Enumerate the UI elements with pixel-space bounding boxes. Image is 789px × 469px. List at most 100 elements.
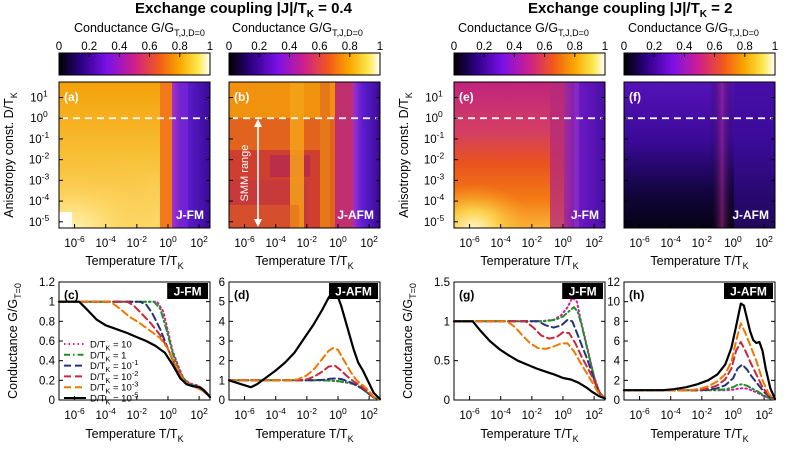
colorbar-gradient [453, 52, 606, 76]
series-line [228, 364, 381, 401]
series-line [623, 383, 776, 401]
y-tick-label: 10-5 [29, 213, 50, 229]
heatmap-a [59, 82, 210, 228]
x-tick-label: 10-2 [522, 406, 543, 422]
heatmap-overlay: (a) J-FM 101 100 10-1 10-2 10-3 10-4 10-5 10-6 10-… [2, 81, 211, 271]
heatmap-e [454, 82, 605, 228]
x-tick-label: 102 [360, 234, 378, 250]
x-axis-label: Temperature T/TK [85, 254, 183, 271]
x-tick-label: 10-4 [266, 234, 287, 250]
series-line [228, 346, 381, 401]
line-plot-c: 0 0.2 0.4 0.6 0.8 1 1.2 10-6 10-4 10-2 100 102 Tempe… [6, 277, 212, 444]
smm-range-annotation: SMM range [239, 119, 262, 227]
x-axis-label: Temperature T/TK [255, 254, 353, 271]
panel-label: (c) [64, 288, 79, 302]
x-tick-label: 10-6 [629, 406, 650, 422]
line-plot-h: 0 2 4 6 8 10 12 10-6 10-4 10-2 100 102 Temperature T… [607, 277, 777, 444]
y-tick-label: 0 [219, 395, 225, 407]
x-axis-label: Temperature T/TK [85, 427, 183, 444]
y-axis-label: Anisotropy const. D/TK [397, 92, 414, 218]
colorbar-tick-label: 0.6 [312, 41, 328, 53]
y-tick-label: 100 [425, 109, 443, 125]
y-tick-label: 2 [219, 356, 225, 368]
series-line [623, 341, 776, 401]
x-tick-label: 100 [159, 234, 177, 250]
panel-label: (e) [459, 90, 474, 104]
series-line [227, 289, 382, 401]
panel-tag: J-FM [174, 285, 202, 299]
y-tick-label: 12 [607, 277, 620, 289]
heatmap-frame [453, 81, 606, 229]
y-tick-label: 0 [614, 395, 620, 407]
panel-tag-box [562, 283, 603, 299]
panel-tag: J-FM [569, 285, 597, 299]
colorbar-tick-label: 0.4 [676, 41, 693, 53]
y-tick-label: 1.5 [434, 277, 450, 289]
y-tick-label: 1 [49, 297, 55, 309]
colorbar-b: Conductance G/GT,J,D=0 0 0.2 0.4 0.6 0.8 1 [226, 21, 383, 76]
colorbar-tick-label: 0 [226, 41, 232, 53]
series-line [453, 320, 606, 400]
x-axis-label: Temperature T/TK [650, 427, 748, 444]
x-tick-label: 100 [329, 234, 347, 250]
heatmap-b [229, 82, 380, 228]
heatmap-b-violet [353, 82, 380, 228]
x-tick-label: 10-4 [491, 234, 512, 250]
colorbar-tick-label: 0.8 [567, 41, 583, 53]
y-tick-label: 10-1 [424, 130, 445, 146]
y-tick-label: 3 [219, 336, 225, 348]
y-axis-label: Conductance G/GT=0 [401, 283, 418, 399]
heatmap-frame [58, 81, 211, 229]
colorbar-tick-label: 0.6 [707, 41, 723, 53]
y-tick-label: 8 [614, 316, 620, 328]
x-tick-label: 10-6 [459, 234, 480, 250]
x-tick-label: 102 [755, 234, 773, 250]
y-tick-label: 1 [219, 375, 225, 387]
y-tick-label: 4 [614, 356, 621, 368]
heatmap-e-stripe [574, 82, 579, 228]
colorbar-tick-label: 0.6 [142, 41, 158, 53]
plot-frame [453, 281, 606, 401]
heatmap-overlay: (f) J-AFM 10-6 10-4 10-2 100 102 Temperature T/… [623, 81, 776, 271]
series-line [623, 363, 776, 401]
x-tick-label: 10-4 [266, 406, 287, 422]
y-tick-label: 1 [444, 316, 450, 328]
y-tick-label: 0.8 [39, 316, 55, 328]
panel-label: (d) [234, 288, 249, 302]
colorbar-gradient [58, 52, 211, 76]
heatmap-f-band [710, 82, 734, 228]
heatmap-e-glow [454, 148, 564, 228]
series-line [57, 300, 212, 399]
y-tick-label: 0.2 [39, 375, 55, 387]
series-line [622, 302, 777, 401]
colorbar-tick-label: 0.4 [281, 41, 298, 53]
colorbar-tick-label: 1 [772, 41, 778, 53]
x-axis-label: Temperature T/TK [480, 254, 578, 271]
heatmap-a-violet-band [172, 82, 210, 228]
legend-entry: D/TK = 10-5 [90, 391, 138, 407]
smm-arrow-down [254, 219, 262, 227]
colorbar-label: Conductance G/GT,J,D=0 [74, 21, 205, 38]
x-tick-label: 10-2 [127, 234, 148, 250]
y-axis-label: Conductance G/GT=0 [6, 283, 23, 399]
legend: D/TK = 10D/TK = 1D/TK = 10-1D/TK = 10-2D… [64, 340, 138, 407]
colorbar-tick-label: 0.6 [537, 41, 553, 53]
y-tick-label: 2 [614, 375, 620, 387]
y-tick-label: 10-2 [424, 151, 445, 167]
x-tick-label: 10-4 [96, 406, 117, 422]
series-line [453, 320, 606, 400]
colorbar-tick-label: 0.2 [476, 41, 492, 53]
heatmap-b-magenta [335, 82, 353, 228]
x-axis-label: Temperature T/TK [255, 427, 353, 444]
x-tick-label: 102 [360, 406, 378, 422]
panel-tag: J-AFM [337, 208, 374, 222]
colorbar-tick-label: 0.2 [251, 41, 267, 53]
x-tick-label: 100 [554, 234, 572, 250]
y-tick-label: 10-3 [424, 171, 445, 187]
colorbar-e: Conductance G/GT,J,D=0 0 0.2 0.4 0.6 0.8 1 [451, 21, 608, 76]
panel-label: (a) [64, 90, 79, 104]
heatmap-frame [228, 81, 381, 229]
legend-entry: D/TK = 1 [90, 350, 126, 363]
colorbar-tick-label: 0 [451, 41, 457, 53]
colorbar-tick-label: 0 [56, 41, 62, 53]
